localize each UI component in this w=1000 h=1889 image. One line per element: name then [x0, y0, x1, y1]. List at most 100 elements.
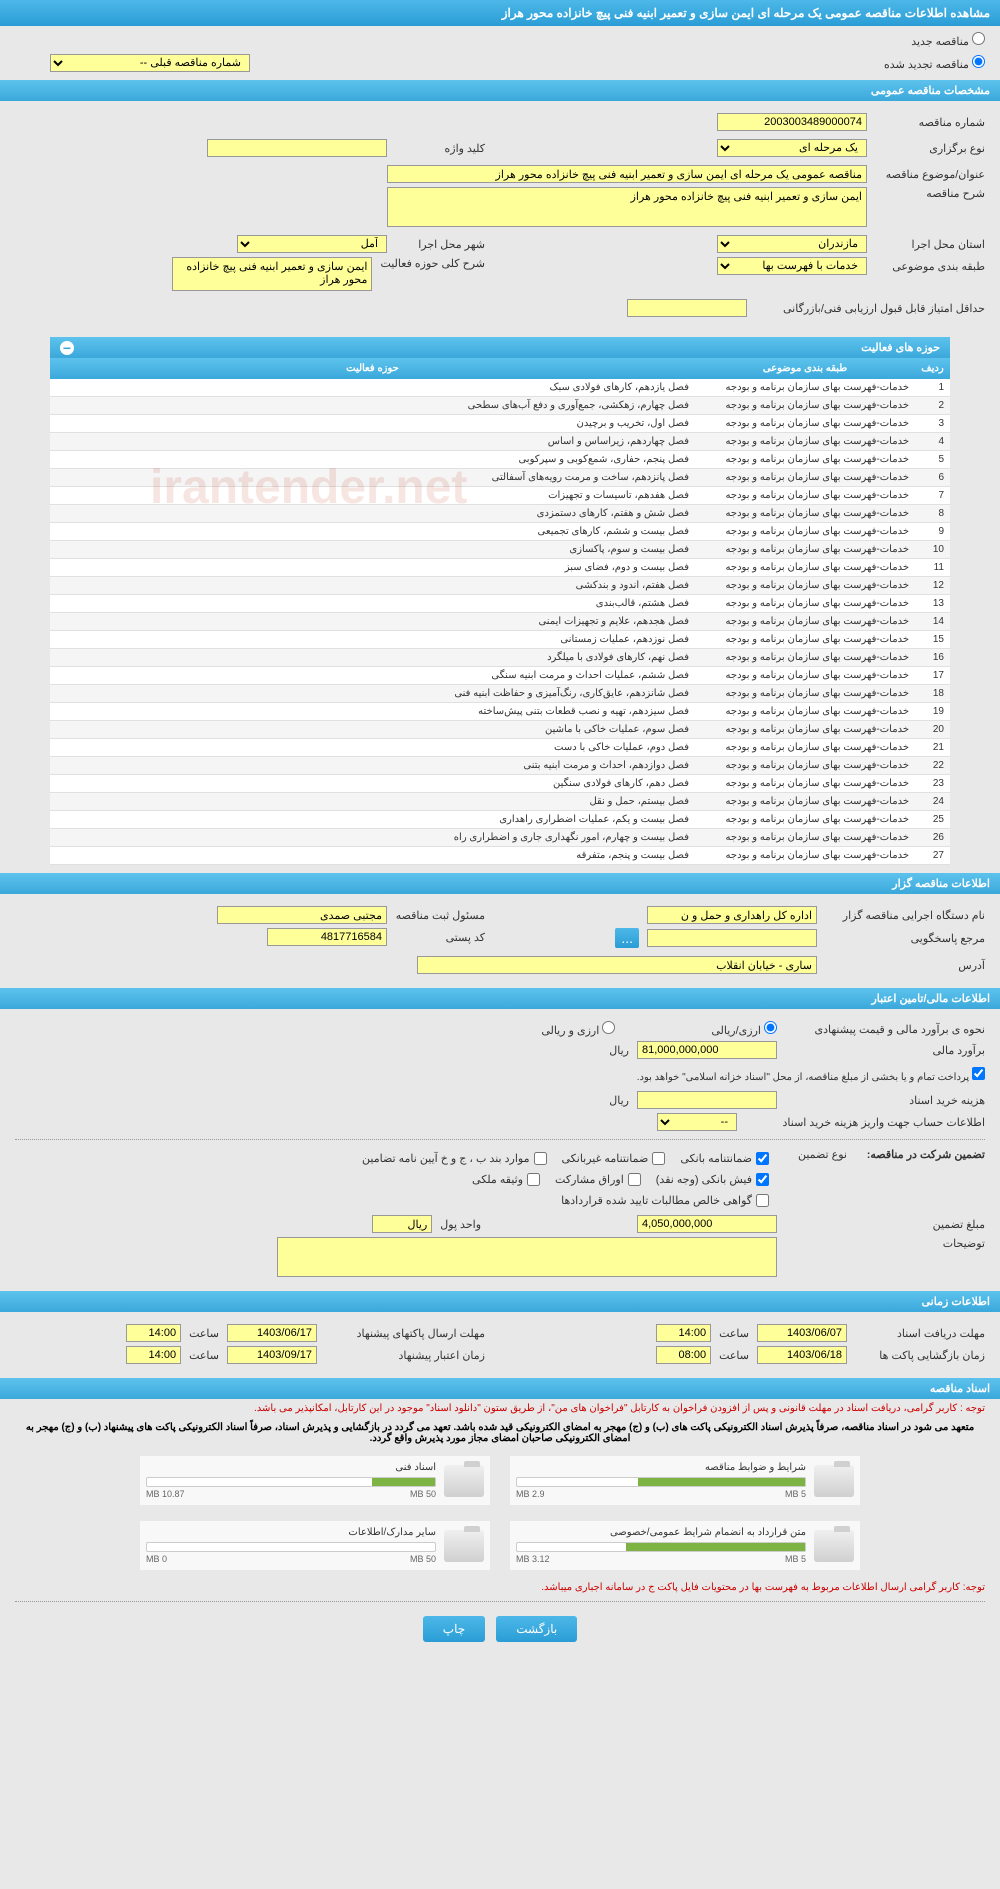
back-button[interactable]: بازگشت [496, 1616, 577, 1642]
g-property-checkbox[interactable] [527, 1173, 540, 1186]
table-row: 2خدمات-فهرست بهای سازمان برنامه و بودجهف… [50, 397, 950, 415]
open-label: زمان بازگشایی پاکت ها [855, 1349, 985, 1362]
folder-icon [444, 1530, 484, 1562]
opt-both-label[interactable]: ارزی و ریالی [541, 1021, 615, 1037]
g-approved-label[interactable]: گواهی خالص مطالبات تایید شده قراردادها [561, 1194, 769, 1207]
table-row: 16خدمات-فهرست بهای سازمان برنامه و بودجه… [50, 649, 950, 667]
resp-label: مسئول ثبت مناقصه [395, 909, 485, 922]
tender-no-input[interactable] [717, 113, 867, 131]
g-bond-checkbox[interactable] [534, 1152, 547, 1165]
doc-box-1[interactable]: شرایط و ضوابط مناقصه 5 MB2.9 MB [510, 1456, 860, 1505]
keyword-input[interactable] [207, 139, 387, 157]
g-cash-checkbox[interactable] [756, 1173, 769, 1186]
page-title-bar: مشاهده اطلاعات مناقصه عمومی یک مرحله ای … [0, 0, 1000, 26]
table-row: 11خدمات-فهرست بهای سازمان برنامه و بودجه… [50, 559, 950, 577]
doc-box-4[interactable]: سایر مدارک/اطلاعات 50 MB0 MB [140, 1521, 490, 1570]
collapse-icon[interactable]: − [60, 341, 74, 355]
treasury-checkbox[interactable] [972, 1067, 985, 1080]
g-bank-checkbox[interactable] [756, 1152, 769, 1165]
doc-box-3[interactable]: متن قرارداد به انضمام شرایط عمومی/خصوصی … [510, 1521, 860, 1570]
postal-label: کد پستی [395, 931, 485, 944]
open-date-input[interactable] [757, 1346, 847, 1364]
exec-input[interactable] [647, 906, 817, 924]
g-cash-label[interactable]: فیش بانکی (وجه نقد) [656, 1173, 769, 1186]
send-date-input[interactable] [227, 1324, 317, 1342]
g-amount-input[interactable] [637, 1215, 777, 1233]
prev-tender-select[interactable]: شماره مناقصه قبلی -- [50, 54, 250, 72]
table-row: 23خدمات-فهرست بهای سازمان برنامه و بودجه… [50, 775, 950, 793]
send-time-input[interactable] [126, 1324, 181, 1342]
table-row: 3خدمات-فهرست بهای سازمان برنامه و بودجهف… [50, 415, 950, 433]
opt-rial-radio[interactable] [764, 1021, 777, 1034]
table-row: 27خدمات-فهرست بهای سازمان برنامه و بودجه… [50, 847, 950, 865]
doc-2-title: اسناد فنی [146, 1462, 436, 1473]
g-unit-label: واحد پول [440, 1218, 481, 1231]
receive-date-input[interactable] [757, 1324, 847, 1342]
credit-label: زمان اعتبار پیشنهاد [325, 1349, 485, 1362]
g-nonbank-label[interactable]: ضمانتنامه غیربانکی [562, 1152, 666, 1165]
col-num: ردیف [915, 358, 950, 379]
receive-time-input[interactable] [656, 1324, 711, 1342]
doc-box-2[interactable]: اسناد فنی 50 MB10.87 MB [140, 1456, 490, 1505]
table-row: 19خدمات-فهرست بهای سازمان برنامه و بودجه… [50, 703, 950, 721]
province-select[interactable]: مازندران [717, 235, 867, 253]
contact-input[interactable] [647, 929, 817, 947]
warning-2: متعهد می شود در اسناد مناقصه، صرفاً پذیر… [0, 1418, 1000, 1448]
doc-cost-input[interactable] [637, 1091, 777, 1109]
doc-1-title: شرایط و ضوابط مناقصه [516, 1462, 806, 1473]
section-activities: حوزه های فعالیت − [50, 337, 950, 358]
g-bond-label[interactable]: موارد بند ب ، ج و خ آیین نامه تضامین [362, 1152, 546, 1165]
table-row: 5خدمات-فهرست بهای سازمان برنامه و بودجهف… [50, 451, 950, 469]
desc-textarea[interactable]: ایمن سازی و تعمیر ابنیه فنی پیچ خانزاده … [387, 187, 867, 227]
account-select[interactable]: -- [657, 1113, 737, 1131]
mode-new-label[interactable]: مناقصه جدید [911, 36, 985, 48]
table-row: 18خدمات-فهرست بهای سازمان برنامه و بودجه… [50, 685, 950, 703]
print-button[interactable]: چاپ [423, 1616, 485, 1642]
estimate-label: برآورد مالی [785, 1044, 985, 1057]
min-score-input[interactable] [627, 299, 747, 317]
category-select[interactable]: خدمات با فهرست بها [717, 257, 867, 275]
g-bank-label[interactable]: ضمانتنامه بانکی [680, 1152, 769, 1165]
scope-textarea[interactable]: ایمن سازی و تعمیر ابنیه فنی پیچ خانزاده … [172, 257, 372, 291]
open-time-input[interactable] [656, 1346, 711, 1364]
table-row: 25خدمات-فهرست بهای سازمان برنامه و بودجه… [50, 811, 950, 829]
credit-date-input[interactable] [227, 1346, 317, 1364]
g-unit-input[interactable] [372, 1215, 432, 1233]
postal-input[interactable] [267, 928, 387, 946]
unit-rial2: ریال [609, 1094, 629, 1107]
g-property-label[interactable]: وثیقه ملکی [472, 1173, 540, 1186]
receive-label: مهلت دریافت اسناد [855, 1327, 985, 1340]
resp-input[interactable] [217, 906, 387, 924]
desc-label: شرح مناقصه [875, 187, 985, 200]
opt-both-radio[interactable] [602, 1021, 615, 1034]
opt-rial-label[interactable]: ارزی/ریالی [711, 1021, 777, 1037]
section-documents: اسناد مناقصه [0, 1378, 1000, 1399]
notes-label: توضیحات [785, 1237, 985, 1250]
doc-3-title: متن قرارداد به انضمام شرایط عمومی/خصوصی [516, 1527, 806, 1538]
folder-icon [444, 1465, 484, 1497]
min-score-label: حداقل امتیاز قابل قبول ارزیابی فنی/بازرگ… [755, 302, 985, 315]
table-row: 4خدمات-فهرست بهای سازمان برنامه و بودجهف… [50, 433, 950, 451]
col-scope: حوزه فعالیت [50, 358, 695, 379]
notes-textarea[interactable] [277, 1237, 777, 1277]
credit-time-input[interactable] [126, 1346, 181, 1364]
col-category: طبقه بندی موضوعی [695, 358, 915, 379]
mode-new-radio[interactable] [972, 32, 985, 45]
mode-renewed-label[interactable]: مناقصه تجدید شده [884, 55, 985, 71]
type-select[interactable]: یک مرحله ای [717, 139, 867, 157]
mode-renewed-radio[interactable] [972, 55, 985, 68]
g-securities-checkbox[interactable] [628, 1173, 641, 1186]
address-input[interactable] [417, 956, 817, 974]
g-approved-checkbox[interactable] [756, 1194, 769, 1207]
g-nonbank-checkbox[interactable] [652, 1152, 665, 1165]
activity-table: ردیف طبقه بندی موضوعی حوزه فعالیت 1خدمات… [50, 358, 950, 865]
estimate-input[interactable] [637, 1041, 777, 1059]
doc-cost-label: هزینه خرید اسناد [785, 1094, 985, 1107]
title-input[interactable] [387, 165, 867, 183]
table-row: 14خدمات-فهرست بهای سازمان برنامه و بودجه… [50, 613, 950, 631]
table-row: 17خدمات-فهرست بهای سازمان برنامه و بودجه… [50, 667, 950, 685]
table-row: 9خدمات-فهرست بهای سازمان برنامه و بودجهف… [50, 523, 950, 541]
g-securities-label[interactable]: اوراق مشارکت [555, 1173, 641, 1186]
city-select[interactable]: آمل [237, 235, 387, 253]
contact-lookup-button[interactable]: ... [615, 928, 639, 948]
